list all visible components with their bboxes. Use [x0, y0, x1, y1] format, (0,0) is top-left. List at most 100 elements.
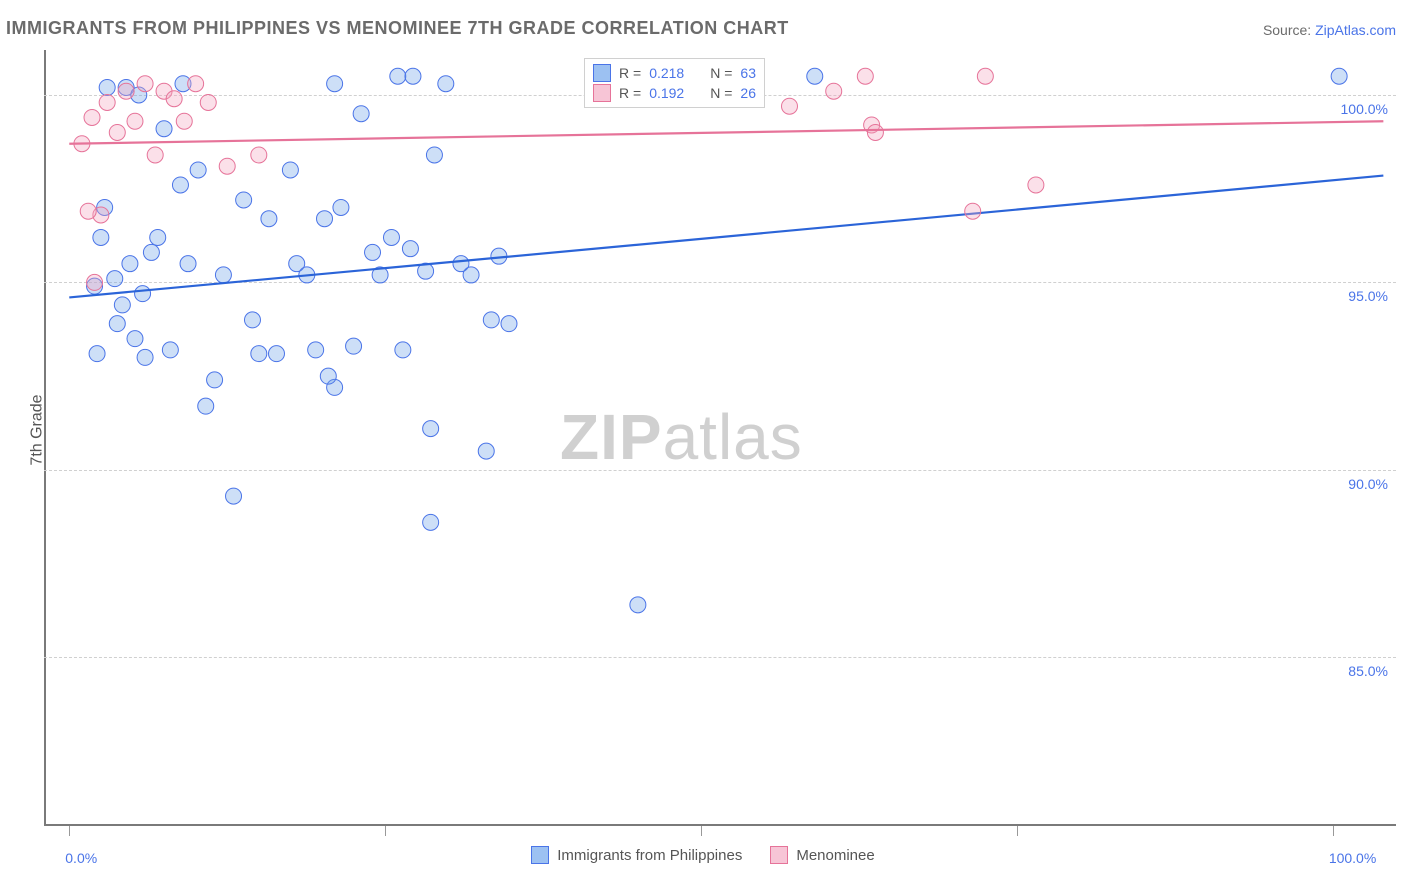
- scatter-plot: [44, 50, 1396, 826]
- point-philippines: [483, 312, 499, 328]
- point-philippines: [162, 342, 178, 358]
- point-philippines: [395, 342, 411, 358]
- point-philippines: [156, 121, 172, 137]
- point-menominee: [109, 124, 125, 140]
- point-philippines: [438, 76, 454, 92]
- point-menominee: [188, 76, 204, 92]
- point-philippines: [268, 346, 284, 362]
- point-philippines: [282, 162, 298, 178]
- point-menominee: [781, 98, 797, 114]
- point-philippines: [365, 244, 381, 260]
- point-philippines: [327, 76, 343, 92]
- point-philippines: [107, 271, 123, 287]
- x-tick-mark: [701, 826, 702, 836]
- point-philippines: [353, 106, 369, 122]
- r-label: R =: [619, 65, 641, 81]
- point-menominee: [857, 68, 873, 84]
- point-philippines: [402, 241, 418, 257]
- point-menominee: [87, 274, 103, 290]
- point-philippines: [630, 597, 646, 613]
- point-philippines: [109, 316, 125, 332]
- point-menominee: [965, 203, 981, 219]
- point-philippines: [1331, 68, 1347, 84]
- point-philippines: [215, 267, 231, 283]
- point-philippines: [426, 147, 442, 163]
- point-menominee: [251, 147, 267, 163]
- point-menominee: [99, 94, 115, 110]
- point-philippines: [150, 229, 166, 245]
- legend-row: R = 0.218 N = 63: [593, 63, 756, 83]
- point-philippines: [501, 316, 517, 332]
- point-philippines: [127, 331, 143, 347]
- point-philippines: [807, 68, 823, 84]
- point-philippines: [226, 488, 242, 504]
- point-philippines: [251, 346, 267, 362]
- trendline-philippines: [69, 176, 1383, 298]
- legend-item: Immigrants from Philippines: [531, 846, 742, 864]
- legend-swatch: [770, 846, 788, 864]
- point-philippines: [207, 372, 223, 388]
- point-menominee: [826, 83, 842, 99]
- point-menominee: [118, 83, 134, 99]
- point-philippines: [93, 229, 109, 245]
- point-menominee: [147, 147, 163, 163]
- point-philippines: [320, 368, 336, 384]
- legend-swatch: [531, 846, 549, 864]
- point-philippines: [99, 79, 115, 95]
- r-value: 0.218: [649, 65, 684, 81]
- r-label: R =: [619, 85, 641, 101]
- point-menominee: [977, 68, 993, 84]
- point-philippines: [405, 68, 421, 84]
- point-philippines: [244, 312, 260, 328]
- point-menominee: [166, 91, 182, 107]
- point-menominee: [127, 113, 143, 129]
- point-philippines: [236, 192, 252, 208]
- r-value: 0.192: [649, 85, 684, 101]
- point-philippines: [180, 256, 196, 272]
- legend-label: Menominee: [796, 847, 874, 864]
- point-philippines: [346, 338, 362, 354]
- point-philippines: [114, 297, 130, 313]
- x-tick-mark: [1333, 826, 1334, 836]
- trendline-menominee: [69, 121, 1383, 143]
- point-philippines: [190, 162, 206, 178]
- x-tick-mark: [385, 826, 386, 836]
- legend-label: Immigrants from Philippines: [557, 847, 742, 864]
- point-menominee: [176, 113, 192, 129]
- point-philippines: [198, 398, 214, 414]
- n-label: N =: [710, 85, 732, 101]
- point-philippines: [172, 177, 188, 193]
- point-philippines: [122, 256, 138, 272]
- correlation-legend: R = 0.218 N = 63 R = 0.192 N = 26: [584, 58, 765, 108]
- point-menominee: [84, 109, 100, 125]
- source-prefix: Source:: [1263, 22, 1315, 38]
- point-menominee: [200, 94, 216, 110]
- legend-item: Menominee: [770, 846, 874, 864]
- source-link[interactable]: ZipAtlas.com: [1315, 22, 1396, 38]
- point-menominee: [219, 158, 235, 174]
- point-menominee: [137, 76, 153, 92]
- point-philippines: [135, 286, 151, 302]
- point-philippines: [463, 267, 479, 283]
- point-philippines: [423, 514, 439, 530]
- point-philippines: [89, 346, 105, 362]
- point-menominee: [1028, 177, 1044, 193]
- point-menominee: [867, 124, 883, 140]
- chart-title: IMMIGRANTS FROM PHILIPPINES VS MENOMINEE…: [6, 18, 789, 39]
- point-philippines: [390, 68, 406, 84]
- n-value: 26: [740, 85, 756, 101]
- legend-swatch: [593, 84, 611, 102]
- point-philippines: [423, 421, 439, 437]
- point-philippines: [261, 211, 277, 227]
- n-value: 63: [740, 65, 756, 81]
- point-menominee: [80, 203, 96, 219]
- n-label: N =: [710, 65, 732, 81]
- series-legend: Immigrants from Philippines Menominee: [0, 846, 1406, 868]
- point-philippines: [137, 349, 153, 365]
- point-philippines: [308, 342, 324, 358]
- chart-container: IMMIGRANTS FROM PHILIPPINES VS MENOMINEE…: [0, 0, 1406, 892]
- point-philippines: [383, 229, 399, 245]
- x-tick-mark: [1017, 826, 1018, 836]
- point-philippines: [317, 211, 333, 227]
- legend-row: R = 0.192 N = 26: [593, 83, 756, 103]
